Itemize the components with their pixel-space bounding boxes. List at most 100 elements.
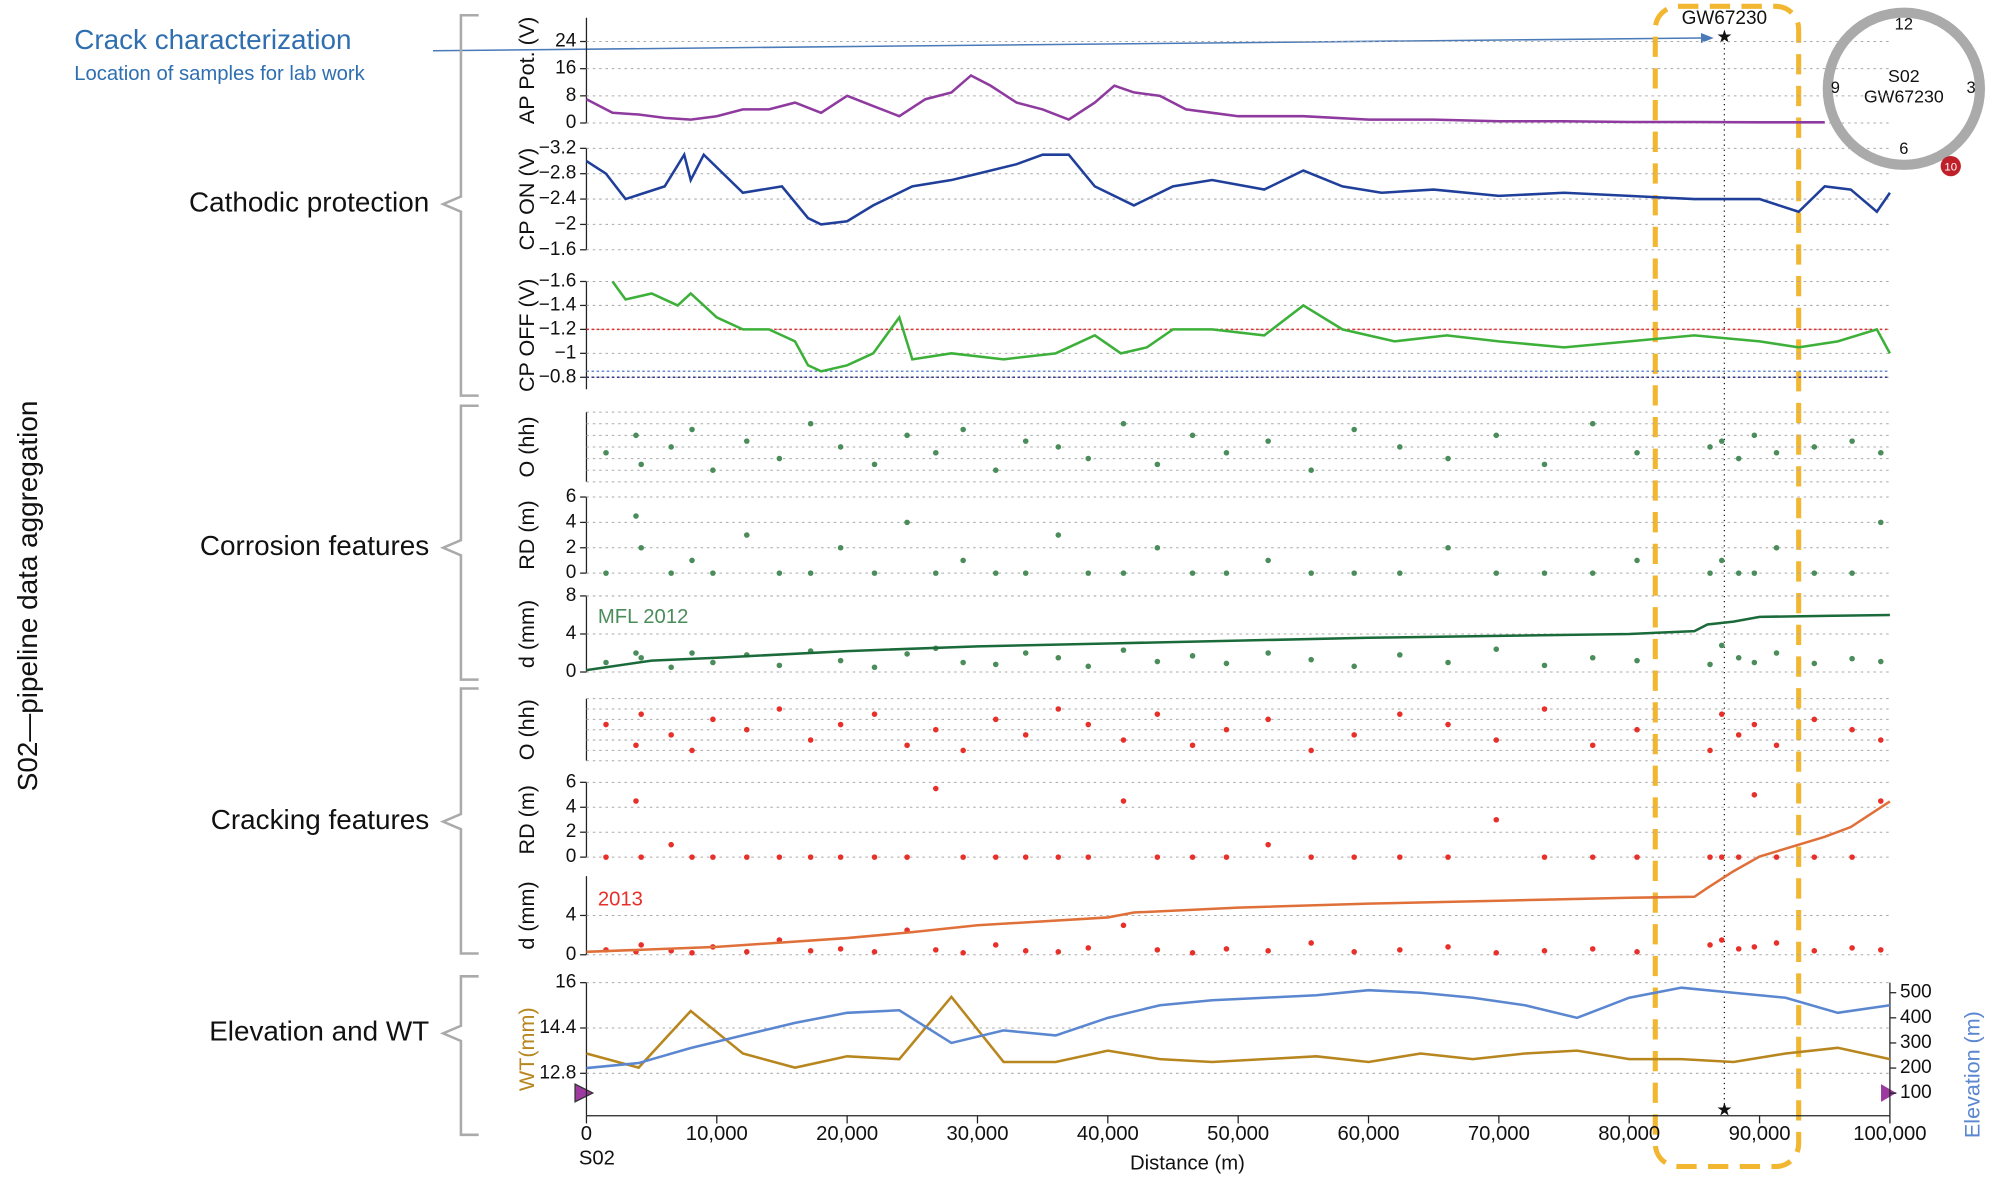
group-label: Cracking features bbox=[211, 804, 429, 835]
scatter-point bbox=[1397, 570, 1403, 576]
scatter-point bbox=[1718, 642, 1725, 649]
x-tick-label: 40,000 bbox=[1077, 1123, 1139, 1145]
scatter-point bbox=[1445, 944, 1451, 950]
clock-hour: 9 bbox=[1831, 79, 1840, 97]
scatter-point bbox=[1265, 557, 1271, 564]
scatter-point bbox=[960, 426, 966, 433]
y2-tick-label: 100 bbox=[1900, 1082, 1932, 1103]
scatter-point bbox=[871, 461, 878, 468]
scatter-point bbox=[689, 747, 695, 754]
scatter-point bbox=[1707, 747, 1713, 754]
scatter-point bbox=[1541, 706, 1548, 712]
y-tick-label: −1.2 bbox=[539, 318, 577, 339]
group-brace bbox=[439, 687, 479, 955]
y-tick-label: 6 bbox=[566, 771, 577, 792]
scatter-point bbox=[904, 651, 910, 657]
scatter-point bbox=[638, 854, 644, 860]
scatter-point bbox=[689, 426, 695, 433]
scatter-point bbox=[1022, 732, 1029, 738]
scatter-point bbox=[633, 742, 639, 749]
scatter-point bbox=[603, 854, 609, 860]
y2-tick-label: 500 bbox=[1900, 982, 1932, 1003]
scatter-point bbox=[1849, 570, 1855, 576]
y-axis-label: CP ON (V) bbox=[514, 148, 539, 251]
series-line bbox=[586, 800, 1891, 954]
scatter-point bbox=[633, 650, 639, 656]
scatter-point bbox=[1308, 747, 1314, 754]
scatter-point bbox=[1223, 946, 1230, 952]
scatter-point bbox=[1707, 444, 1713, 450]
y-tick-label: 0 bbox=[566, 944, 577, 965]
group-brace bbox=[439, 975, 479, 1137]
scatter-point bbox=[837, 544, 844, 551]
y2-axis-label: Elevation (m) bbox=[1959, 1011, 1984, 1138]
scatter-point bbox=[1055, 854, 1062, 860]
scatter-point bbox=[932, 449, 939, 456]
scatter-point bbox=[1308, 570, 1314, 576]
scatter-point bbox=[1877, 947, 1884, 953]
scatter-point bbox=[992, 467, 999, 473]
scatter-point bbox=[1022, 948, 1029, 954]
x-tick-label: 50,000 bbox=[1207, 1123, 1269, 1145]
scatter-point bbox=[710, 854, 716, 860]
scatter-point bbox=[1055, 654, 1062, 661]
scatter-point bbox=[633, 513, 639, 519]
scatter-point bbox=[1055, 532, 1062, 538]
inset bbox=[1822, 7, 1986, 177]
scatter-point bbox=[689, 650, 695, 656]
clock-hour: 12 bbox=[1895, 16, 1913, 34]
scatter-point bbox=[1189, 653, 1196, 659]
scatter-point bbox=[1589, 742, 1596, 749]
axis-end-marker bbox=[1881, 1084, 1897, 1102]
scatter-point bbox=[1120, 420, 1127, 427]
series-line bbox=[586, 986, 1891, 1070]
scatter-point bbox=[603, 570, 609, 576]
y-tick-label: 16 bbox=[555, 972, 576, 993]
scatter-point bbox=[992, 570, 999, 576]
scatter-point bbox=[1265, 948, 1271, 954]
x-axis-label: Distance (m) bbox=[1130, 1152, 1245, 1174]
y-tick-label: −2 bbox=[555, 213, 577, 234]
scatter-point bbox=[1265, 438, 1271, 444]
scatter-point bbox=[1351, 570, 1357, 576]
y-tick-label: 0 bbox=[566, 112, 577, 133]
scatter-point bbox=[1718, 711, 1725, 717]
scatter-point bbox=[710, 716, 716, 723]
scatter-point bbox=[743, 854, 750, 860]
scatter-point bbox=[638, 711, 644, 717]
scatter-point bbox=[1634, 657, 1640, 664]
y-axis-label: O (hh) bbox=[514, 416, 539, 477]
scatter-point bbox=[638, 544, 644, 551]
scatter-point bbox=[1154, 854, 1161, 860]
scatter-point bbox=[807, 420, 814, 427]
annotation-title: Crack characterization bbox=[74, 24, 351, 55]
scatter-point bbox=[807, 948, 814, 954]
badge-label: 10 bbox=[1944, 161, 1957, 173]
scatter-point bbox=[1589, 946, 1596, 952]
scatter-point bbox=[1154, 544, 1161, 551]
scatter-point bbox=[1718, 854, 1725, 860]
scatter-point bbox=[1877, 798, 1884, 804]
scatter-point bbox=[668, 732, 674, 738]
scatter-point bbox=[1189, 570, 1196, 576]
scatter-point bbox=[638, 654, 644, 661]
scatter-point bbox=[776, 662, 783, 669]
x-tick-label: 10,000 bbox=[686, 1123, 748, 1145]
scatter-point bbox=[710, 570, 716, 576]
scatter-point bbox=[1445, 659, 1451, 666]
scatter-point bbox=[776, 570, 783, 576]
scatter-point bbox=[1085, 854, 1092, 860]
x-tick-label: 20,000 bbox=[816, 1123, 878, 1145]
scatter-point bbox=[1223, 660, 1230, 667]
y-tick-label: 6 bbox=[566, 486, 577, 507]
scatter-point bbox=[904, 742, 910, 749]
scatter-point bbox=[1849, 854, 1855, 860]
scatter-point bbox=[1154, 658, 1161, 665]
scatter-point bbox=[1189, 432, 1196, 439]
scatter-point bbox=[1541, 461, 1548, 468]
scatter-point bbox=[904, 432, 910, 439]
scatter-point bbox=[776, 455, 783, 462]
annotation-arrow bbox=[433, 37, 1701, 52]
scatter-point bbox=[1634, 557, 1640, 564]
scatter-point bbox=[904, 519, 910, 526]
